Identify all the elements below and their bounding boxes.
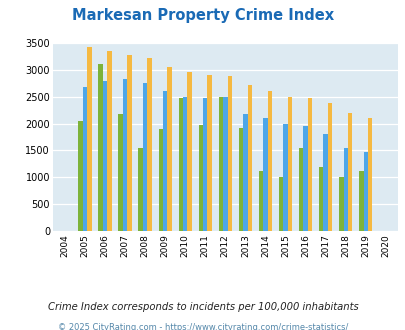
Bar [127, 55, 131, 231]
Bar [247, 84, 252, 231]
Bar [118, 114, 122, 231]
Bar [367, 118, 371, 231]
Bar [187, 73, 191, 231]
Bar [283, 123, 287, 231]
Bar [147, 58, 151, 231]
Bar [267, 91, 271, 231]
Bar [347, 113, 352, 231]
Bar [358, 171, 362, 231]
Bar [307, 98, 311, 231]
Text: © 2025 CityRating.com - https://www.cityrating.com/crime-statistics/: © 2025 CityRating.com - https://www.city… [58, 323, 347, 330]
Bar [207, 75, 211, 231]
Bar [343, 148, 347, 231]
Bar [107, 51, 111, 231]
Bar [167, 67, 171, 231]
Bar [78, 121, 83, 231]
Bar [287, 97, 292, 231]
Bar [243, 114, 247, 231]
Bar [202, 98, 207, 231]
Bar [362, 152, 367, 231]
Bar [227, 77, 231, 231]
Bar [298, 148, 303, 231]
Text: Markesan Property Crime Index: Markesan Property Crime Index [72, 8, 333, 23]
Bar [143, 83, 147, 231]
Bar [327, 103, 331, 231]
Bar [183, 97, 187, 231]
Bar [162, 91, 167, 231]
Text: Crime Index corresponds to incidents per 100,000 inhabitants: Crime Index corresponds to incidents per… [47, 302, 358, 312]
Bar [218, 97, 223, 231]
Bar [278, 177, 283, 231]
Bar [87, 47, 91, 231]
Bar [158, 129, 162, 231]
Bar [262, 118, 267, 231]
Bar [122, 79, 127, 231]
Bar [138, 148, 143, 231]
Bar [318, 167, 323, 231]
Bar [178, 98, 183, 231]
Bar [238, 128, 243, 231]
Bar [198, 125, 202, 231]
Bar [223, 97, 227, 231]
Bar [323, 134, 327, 231]
Bar [258, 171, 262, 231]
Bar [102, 81, 107, 231]
Bar [98, 64, 102, 231]
Bar [83, 87, 87, 231]
Bar [338, 177, 343, 231]
Bar [303, 126, 307, 231]
